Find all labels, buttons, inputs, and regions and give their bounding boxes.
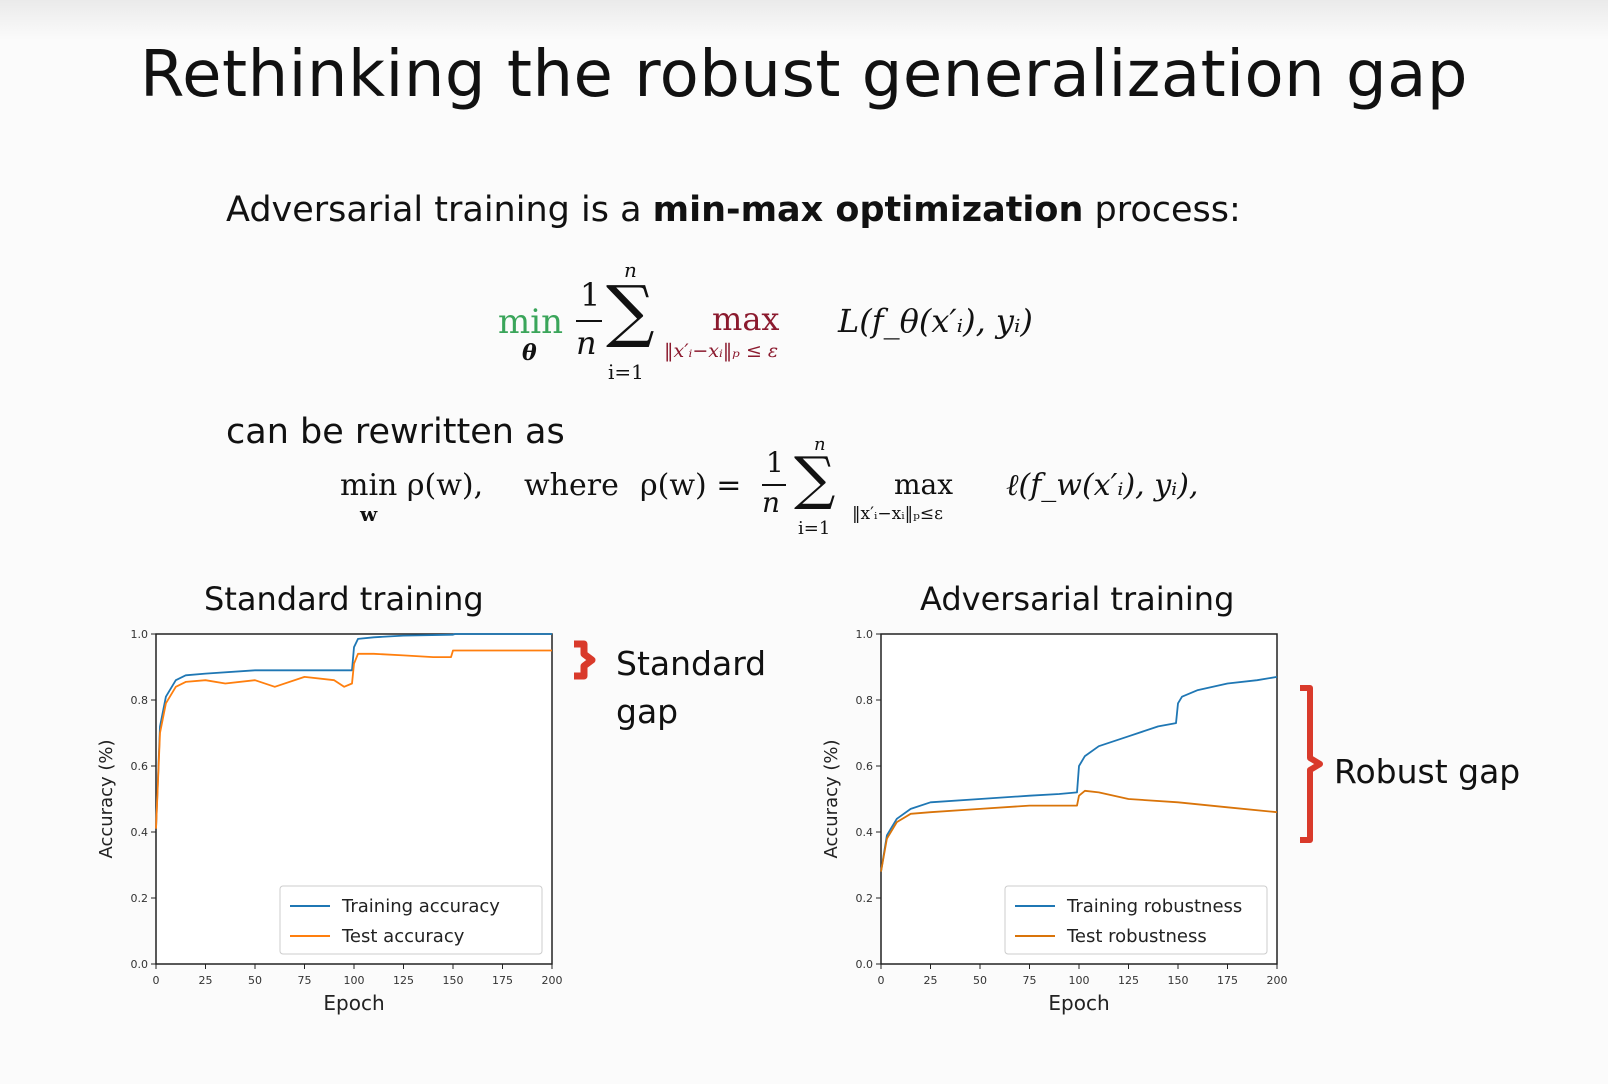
eq2-frac-den: n	[762, 486, 781, 519]
y-tick-label: 0.2	[856, 892, 874, 905]
slide-title: Rethinking the robust generalization gap	[140, 38, 1468, 112]
series-line-test	[880, 789, 1278, 872]
eq1-min: min	[498, 302, 564, 342]
series-line-test	[155, 649, 552, 829]
x-tick-label: 200	[542, 974, 563, 987]
y-tick-label: 0.6	[856, 760, 874, 773]
eq2-max-sub: ‖x′ᵢ−xᵢ‖ₚ≤ε	[852, 504, 943, 524]
y-tick-label: 0.8	[131, 694, 149, 707]
y-tick-label: 0.4	[131, 826, 149, 839]
robust-gap-label: Robust gap	[1334, 752, 1521, 791]
x-tick-label: 125	[1118, 974, 1139, 987]
eq1-sum-top: n	[624, 258, 637, 282]
eq1-frac-den: n	[576, 324, 597, 362]
x-tick-label: 25	[924, 974, 938, 987]
eq2-lhs-sub: w	[360, 502, 378, 526]
y-tick-label: 0.8	[856, 694, 874, 707]
rewrite-text: can be rewritten as	[226, 412, 565, 452]
x-axis-label: Epoch	[323, 991, 384, 1015]
eq1-min-sub: θ	[522, 340, 537, 366]
legend	[279, 885, 543, 955]
eq1-frac-num: 1	[580, 276, 601, 314]
x-tick-label: 25	[199, 974, 213, 987]
intro-bold: min-max optimization	[652, 190, 1084, 230]
x-tick-label: 150	[443, 974, 464, 987]
x-tick-label: 100	[344, 974, 365, 987]
x-tick-label: 0	[153, 974, 160, 987]
eq2-where: where	[524, 468, 619, 503]
standard-gap-line2: gap	[616, 692, 679, 731]
y-axis-label: Accuracy (%)	[821, 739, 842, 858]
y-axis-label: Accuracy (%)	[96, 739, 117, 858]
legend-entry: Training robustness	[1066, 896, 1242, 917]
x-tick-label: 125	[393, 974, 414, 987]
eq2-frac-num: 1	[766, 446, 784, 479]
y-tick-label: 0.4	[856, 826, 874, 839]
legend	[1004, 885, 1268, 955]
chart-adversarial-training: 0 25 50 75 100 125 150 175 200 0.0 0.2 0.4 0.6 0.8 1.0…	[821, 628, 1288, 1015]
eq2-sum: ∑	[794, 444, 836, 512]
standard-gap-label: Standard gap	[616, 640, 766, 736]
y-tick-label: 0.2	[131, 892, 149, 905]
y-tick-label: 1.0	[856, 628, 874, 641]
intro-text: Adversarial training is a min-max optimi…	[226, 190, 1241, 230]
equation-min-max: min θ 1 n n ∑ i=1 max ‖x′ᵢ−xᵢ‖ₚ ≤ ε L(f_…	[498, 258, 1068, 398]
eq2-lhs: min ρ(w),	[340, 468, 484, 503]
y-tick-label: 0.6	[131, 760, 149, 773]
chart-adversarial-title: Adversarial training	[920, 580, 1235, 618]
robust-gap-bracket	[1300, 685, 1323, 843]
eq1-frac-bar	[576, 320, 602, 322]
x-tick-label: 150	[1168, 974, 1189, 987]
legend-entry: Training accuracy	[341, 896, 500, 917]
eq2-sum-top: n	[814, 434, 826, 455]
eq2-sum-bot: i=1	[798, 518, 831, 539]
series-line-training	[155, 633, 552, 829]
standard-gap-bracket	[574, 640, 596, 680]
eq2-frac-bar	[762, 484, 786, 486]
x-tick-label: 50	[248, 974, 262, 987]
eq1-sum-bot: i=1	[608, 360, 644, 384]
chart-standard-training: 0 25 50 75 100 125 150 175 200 0.0 0.2 0.4 0.6 0.8 1.0…	[96, 628, 563, 1015]
intro-pre: Adversarial training is a	[226, 190, 653, 230]
x-tick-label: 175	[1217, 974, 1238, 987]
top-fade	[0, 0, 1608, 40]
series-line-training	[880, 676, 1278, 872]
x-tick-label: 100	[1069, 974, 1090, 987]
x-tick-label: 50	[973, 974, 987, 987]
eq1-sum: ∑	[606, 272, 655, 351]
y-tick-label: 0.0	[131, 958, 149, 971]
eq1-max: max	[712, 300, 780, 338]
intro-post: process:	[1083, 190, 1241, 230]
eq2-max: max	[894, 468, 954, 501]
y-tick-label: 0.0	[856, 958, 874, 971]
x-axis-label: Epoch	[1048, 991, 1109, 1015]
x-tick-label: 75	[1023, 974, 1037, 987]
chart-standard-title: Standard training	[204, 580, 484, 618]
standard-gap-line1: Standard	[616, 644, 767, 683]
x-tick-label: 0	[878, 974, 885, 987]
eq2-loss: ℓ(f_w(x′ᵢ), yᵢ),	[1006, 468, 1199, 503]
x-tick-label: 200	[1267, 974, 1288, 987]
eq1-max-sub: ‖x′ᵢ−xᵢ‖ₚ ≤ ε	[664, 340, 779, 362]
eq1-loss: L(f_θ(x′ᵢ), yᵢ)	[838, 302, 1033, 340]
equation-rho: min ρ(w), w where ρ(w) = 1 n n ∑ i=1 max…	[340, 434, 1240, 550]
legend-entry: Test accuracy	[341, 926, 465, 947]
y-tick-label: 1.0	[131, 628, 149, 641]
x-tick-label: 175	[492, 974, 513, 987]
legend-entry: Test robustness	[1066, 926, 1207, 947]
eq2-rho: ρ(w) =	[640, 468, 742, 503]
x-tick-label: 75	[298, 974, 312, 987]
